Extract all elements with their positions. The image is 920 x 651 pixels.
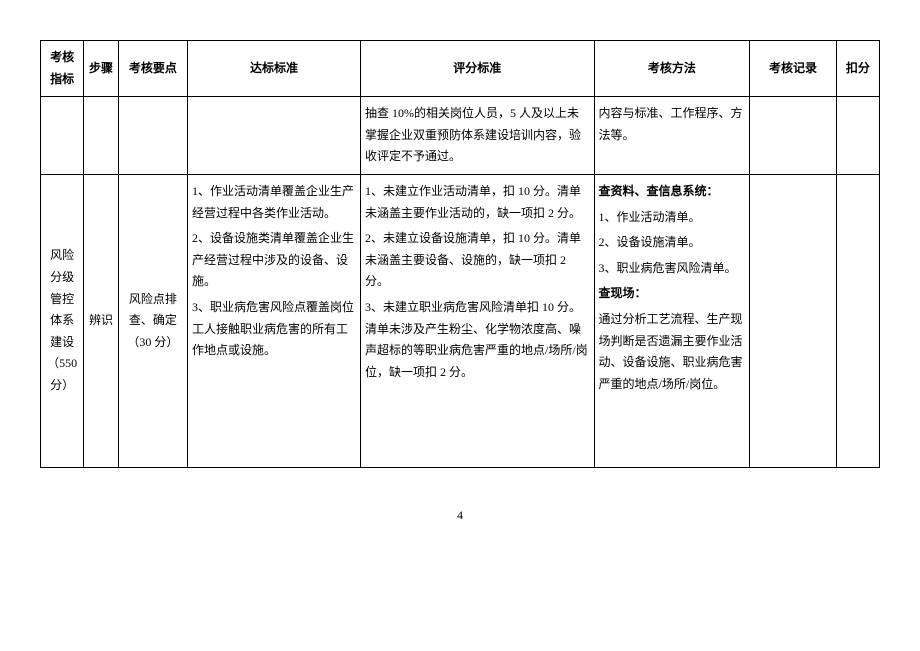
header-method: 考核方法 [594,41,750,97]
header-record: 考核记录 [750,41,836,97]
scoring-item-1: 1、未建立作业活动清单，扣 10 分。清单未涵盖主要作业活动的，缺一项扣 2 分… [365,181,590,224]
cell-indicator: 风险分级管控体系建设（550分） [41,174,84,467]
method-item-1: 1、作业活动清单。 [599,207,746,229]
method-header-2: 查现场： [599,283,746,305]
header-deduct: 扣分 [836,41,879,97]
header-step: 步骤 [84,41,119,97]
method-item-3: 3、职业病危害风险清单。 [599,258,746,280]
cell-keypoint-cont [118,97,187,175]
cell-scoring-1: 抽查 10%的相关岗位人员，5 人及以上未掌握企业双重预防体系建设培训内容，验收… [361,97,595,175]
standard-item-3: 3、职业病危害风险点覆盖岗位工人接触职业病危害的所有工作地点或设施。 [192,297,356,362]
cell-deduct-2 [836,174,879,467]
standard-item-1: 1、作业活动清单覆盖企业生产经营过程中各类作业活动。 [192,181,356,224]
table-row: 风险分级管控体系建设（550分） 辨识 风险点排查、确定（30 分） 1、作业活… [41,174,880,467]
scoring-item-2: 2、未建立设备设施清单，扣 10 分。清单未涵盖主要设备、设施的，缺一项扣 2 … [365,228,590,293]
cell-indicator-cont [41,97,84,175]
cell-standard-cont [188,97,361,175]
table-row: 抽查 10%的相关岗位人员，5 人及以上未掌握企业双重预防体系建设培训内容，验收… [41,97,880,175]
cell-deduct-1 [836,97,879,175]
header-scoring: 评分标准 [361,41,595,97]
method-item-4: 通过分析工艺流程、生产现场判断是否遗漏主要作业活动、设备设施、职业病危害严重的地… [599,309,746,395]
cell-standard: 1、作业活动清单覆盖企业生产经营过程中各类作业活动。 2、设备设施类清单覆盖企业… [188,174,361,467]
header-standard: 达标标准 [188,41,361,97]
cell-method: 查资料、查信息系统： 1、作业活动清单。 2、设备设施清单。 3、职业病危害风险… [594,174,750,467]
method-item-2: 2、设备设施清单。 [599,232,746,254]
header-indicator: 考核指标 [41,41,84,97]
cell-keypoint: 风险点排查、确定（30 分） [118,174,187,467]
cell-step-cont [84,97,119,175]
header-keypoint: 考核要点 [118,41,187,97]
cell-step: 辨识 [84,174,119,467]
method-header-1: 查资料、查信息系统： [599,181,746,203]
cell-record-2 [750,174,836,467]
cell-method-1: 内容与标准、工作程序、方法等。 [594,97,750,175]
page-number: 4 [40,508,880,523]
cell-record-1 [750,97,836,175]
assessment-table: 考核指标 步骤 考核要点 达标标准 评分标准 考核方法 考核记录 扣分 抽查 1… [40,40,880,468]
scoring-item-3: 3、未建立职业病危害风险清单扣 10 分。清单未涉及产生粉尘、化学物浓度高、噪声… [365,297,590,383]
cell-scoring: 1、未建立作业活动清单，扣 10 分。清单未涵盖主要作业活动的，缺一项扣 2 分… [361,174,595,467]
table-header-row: 考核指标 步骤 考核要点 达标标准 评分标准 考核方法 考核记录 扣分 [41,41,880,97]
standard-item-2: 2、设备设施类清单覆盖企业生产经营过程中涉及的设备、设施。 [192,228,356,293]
